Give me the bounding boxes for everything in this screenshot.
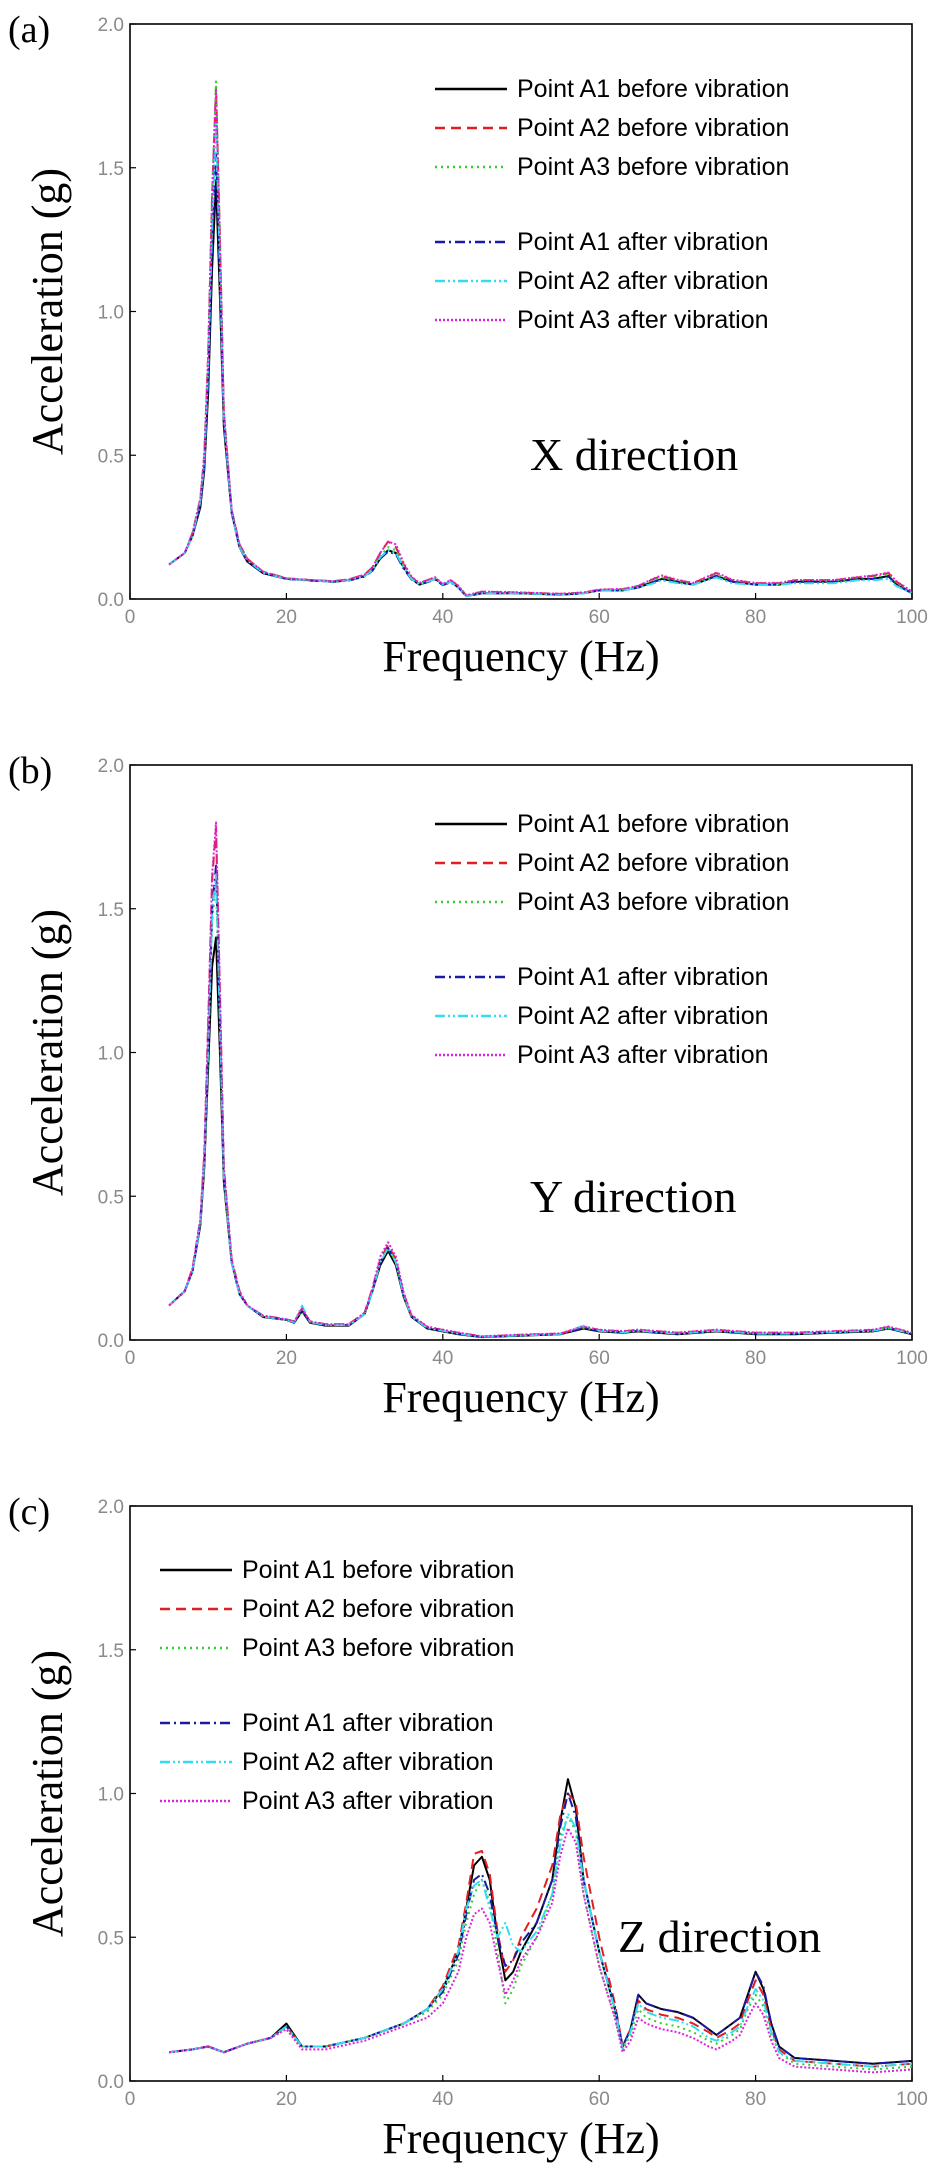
legend: Point A1 before vibration Point A2 before… [435,75,789,334]
y-tick-label: 1.5 [98,900,124,921]
y-tick-label: 1.5 [98,159,124,180]
direction-label: X direction [530,429,738,480]
x-tick-label: 40 [432,607,453,628]
legend-label: Point A2 after vibration [242,1748,494,1776]
panel-label: (a) [8,9,50,51]
x-tick-label: 40 [432,1348,453,1369]
legend-label: Point A2 before vibration [242,1595,514,1623]
y-tick-label: 0.5 [98,446,124,467]
y-axis-title: Acceleration (g) [23,168,72,455]
x-tick-label: 20 [276,2089,297,2110]
legend-label: Point A2 before vibration [517,849,789,877]
legend: Point A1 before vibration Point A2 before… [435,810,789,1069]
legend-label: Point A1 after vibration [242,1709,494,1737]
legend-label: Point A2 before vibration [517,114,789,142]
legend-label: Point A1 before vibration [242,1556,514,1584]
x-tick-label: 80 [745,2089,766,2110]
legend-label: Point A3 before vibration [517,153,789,181]
legend: Point A1 before vibration Point A2 before… [160,1556,514,1815]
y-tick-label: 1.0 [98,1785,124,1806]
panel-label: (c) [8,1491,50,1533]
series-line-a1-after [168,152,912,598]
legend-label: Point A2 after vibration [517,1002,769,1030]
legend-label: Point A1 before vibration [517,810,789,838]
series-line-a1-after [168,864,912,1338]
x-tick-label: 80 [745,1348,766,1369]
x-tick-label: 60 [589,2089,610,2110]
legend-label: Point A3 after vibration [242,1787,494,1815]
y-axis-title: Acceleration (g) [23,1650,72,1937]
series-line-a3-before [168,879,912,1338]
direction-label: Z direction [618,1911,821,1962]
x-tick-label: 100 [896,607,928,628]
y-tick-label: 0.5 [98,1187,124,1208]
series-line-a3-after [168,1827,912,2074]
panel-label: (b) [8,750,52,792]
panel-2: (b) 0.0 0.5 1.0 1.5 2.0 0 20 40 60 80 100 Frequency … [8,750,928,1422]
series-line-a1-before [168,936,912,1339]
x-tick-label: 60 [589,1348,610,1369]
legend-label: Point A1 after vibration [517,228,769,256]
y-tick-label: 2.0 [98,756,124,777]
y-tick-label: 1.5 [98,1641,124,1662]
x-tick-label: 20 [276,1348,297,1369]
x-tick-label: 80 [745,607,766,628]
series-line-a2-after [168,1812,912,2068]
x-tick-label: 100 [896,2089,928,2110]
x-tick-label: 0 [125,2089,136,2110]
legend-label: Point A3 after vibration [517,1041,769,1069]
legend-label: Point A3 before vibration [517,888,789,916]
legend-label: Point A3 after vibration [517,306,769,334]
x-axis-title: Frequency (Hz) [382,632,659,681]
y-tick-label: 0.0 [98,2072,124,2093]
y-tick-label: 0.0 [98,1331,124,1352]
x-tick-label: 100 [896,1348,928,1369]
x-tick-label: 40 [432,2089,453,2110]
y-tick-label: 1.0 [98,1044,124,1065]
direction-label: Y direction [530,1171,737,1222]
series-line-a2-after [168,873,912,1338]
y-axis-title: Acceleration (g) [23,909,72,1196]
x-tick-label: 0 [125,607,136,628]
panel-3: (c) 0.0 0.5 1.0 1.5 2.0 0 20 40 60 80 100 Frequency … [8,1491,928,2163]
y-tick-label: 1.0 [98,303,124,324]
y-tick-label: 0.5 [98,1928,124,1949]
series-line-a2-after [168,123,912,598]
x-tick-label: 0 [125,1348,136,1369]
series-group [168,821,912,1339]
legend-label: Point A1 before vibration [517,75,789,103]
series-group [168,80,912,598]
y-tick-label: 2.0 [98,15,124,36]
legend-label: Point A3 before vibration [242,1634,514,1662]
x-tick-label: 60 [589,607,610,628]
series-line-a3-after [168,821,912,1338]
series-line-a3-after [168,89,912,597]
x-axis-title: Frequency (Hz) [382,2114,659,2163]
legend-label: Point A2 after vibration [517,267,769,295]
x-axis-title: Frequency (Hz) [382,1373,659,1422]
legend-label: Point A1 after vibration [517,963,769,991]
series-group [168,1778,912,2074]
x-tick-label: 20 [276,607,297,628]
y-tick-label: 2.0 [98,1497,124,1518]
panel-1: (a) 0.0 0.5 1.0 1.5 2.0 0 20 40 60 80 100 Frequency … [8,9,928,681]
y-tick-label: 0.0 [98,590,124,611]
